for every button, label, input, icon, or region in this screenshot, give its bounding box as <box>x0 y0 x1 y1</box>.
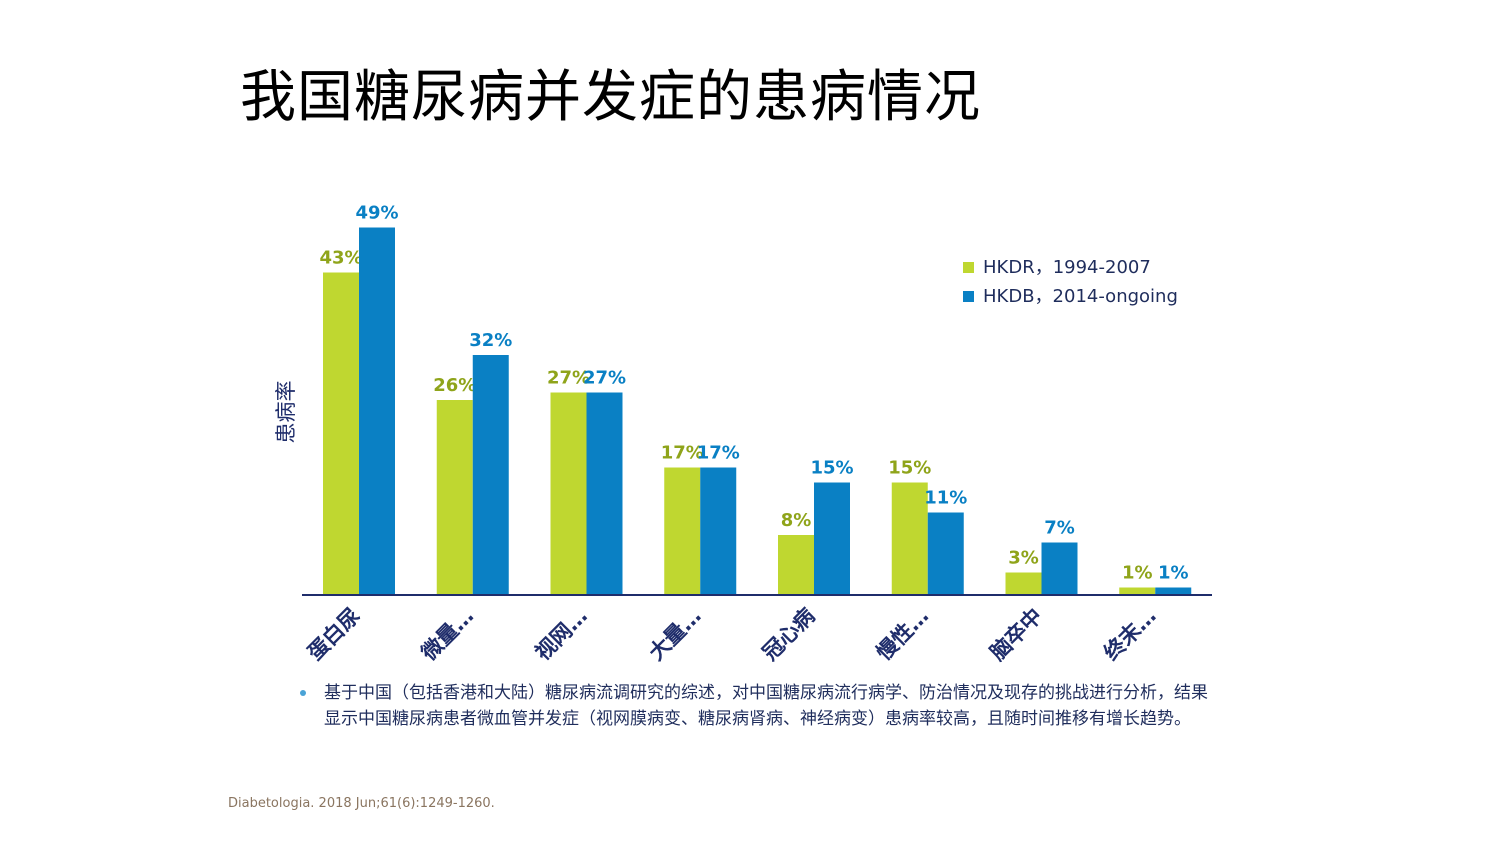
bar-hkdr <box>1005 572 1042 595</box>
category-label: 蛋白尿 <box>303 604 365 666</box>
category-label: 大量… <box>644 604 706 666</box>
bullet-dot <box>300 690 306 696</box>
bar-hkdr <box>550 392 587 595</box>
summary-bullet: 基于中国（包括香港和大陆）糖尿病流调研究的综述，对中国糖尿病流行病学、防治情况及… <box>300 680 1210 732</box>
bar-hkdr <box>891 482 928 595</box>
data-label: 1% <box>1122 563 1153 584</box>
category-label: 终末… <box>1099 604 1161 666</box>
bar-hkdb <box>1041 542 1078 595</box>
bar-hkdb <box>1155 587 1192 595</box>
data-label: 49% <box>355 203 398 224</box>
data-label: 27% <box>547 368 590 389</box>
bar-hkdb <box>586 392 623 595</box>
data-label: 17% <box>661 443 704 464</box>
data-label: 15% <box>888 458 931 479</box>
category-label: 脑卒中 <box>986 604 1048 666</box>
data-label: 3% <box>1008 548 1039 569</box>
legend-swatch <box>963 291 974 302</box>
legend-label: HKDR，1994-2007 <box>983 257 1151 278</box>
data-label: 27% <box>583 368 626 389</box>
citation: Diabetologia. 2018 Jun;61(6):1249-1260. <box>228 796 495 811</box>
bar-hkdb <box>472 355 509 595</box>
bar-hkdb <box>814 482 850 595</box>
data-label: 26% <box>433 375 476 396</box>
bar-hkdr <box>778 535 814 595</box>
summary-text: 基于中国（包括香港和大陆）糖尿病流调研究的综述，对中国糖尿病流行病学、防治情况及… <box>324 683 1208 729</box>
data-label: 15% <box>810 458 853 479</box>
legend-label: HKDB，2014-ongoing <box>983 286 1178 307</box>
data-label: 7% <box>1044 518 1075 539</box>
data-label: 32% <box>469 330 512 351</box>
legend-swatch <box>963 262 974 273</box>
bar-hkdb <box>927 512 964 595</box>
bar-hkdr <box>664 467 701 595</box>
bar-hkdb <box>359 227 395 595</box>
bar-hkdr <box>323 272 359 595</box>
category-label: 冠心病 <box>758 604 820 666</box>
bar-hkdb <box>700 467 737 595</box>
y-axis-label: 患病率 <box>274 381 298 444</box>
category-label: 微量… <box>416 604 478 666</box>
data-label: 43% <box>319 248 362 269</box>
category-label: 慢性… <box>872 604 934 666</box>
data-label: 11% <box>924 488 967 509</box>
category-label: 视网… <box>531 604 593 666</box>
slide-title: 我国糖尿病并发症的患病情况 <box>240 65 981 130</box>
data-label: 1% <box>1158 563 1189 584</box>
bar-hkdr <box>436 400 473 595</box>
bar-hkdr <box>1119 587 1156 595</box>
data-label: 8% <box>781 510 812 531</box>
data-label: 17% <box>697 443 740 464</box>
